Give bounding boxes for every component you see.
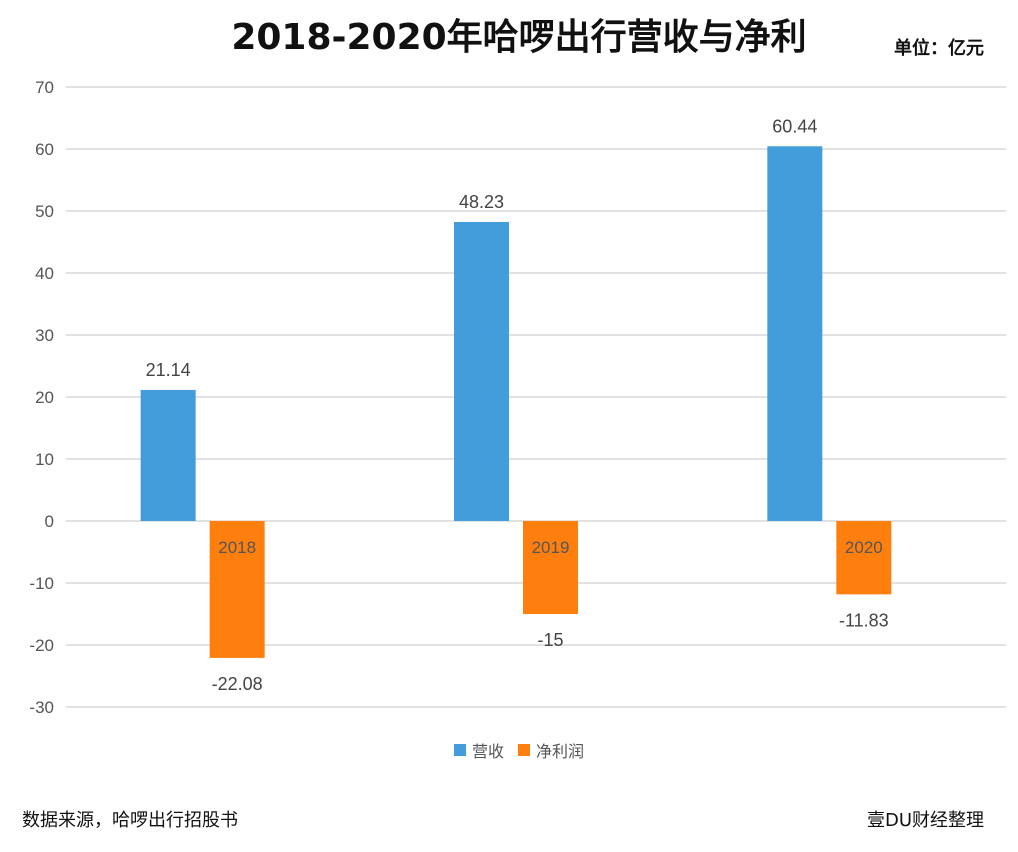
data-label: -15 (537, 630, 563, 650)
legend-label-revenue: 营收 (471, 742, 504, 761)
data-label: 48.23 (459, 192, 504, 212)
data-label: -22.08 (212, 674, 263, 694)
x-tick-label: 2020 (845, 538, 883, 557)
bar-net-profit-2019 (523, 521, 578, 614)
bar-net-profit-2020 (836, 521, 892, 595)
data-label: 21.14 (146, 360, 191, 380)
legend-label-net-profit: 净利润 (536, 742, 585, 761)
y-tick-label: 70 (35, 78, 54, 97)
y-tick-label: 0 (45, 512, 54, 531)
y-tick-label: 30 (35, 326, 54, 345)
legend-item-net-profit: 净利润 (518, 738, 584, 762)
y-tick-label: 40 (35, 264, 54, 283)
data-label: 60.44 (772, 116, 817, 136)
y-tick-label: -20 (29, 636, 54, 655)
legend-swatch-revenue (453, 744, 466, 756)
x-tick-label: 2019 (532, 538, 570, 557)
bar-net-profit-2018 (209, 521, 265, 658)
legend: 营收 净利润 (0, 738, 1018, 762)
chart-title: 2018-2020年哈啰出行营收与净利 (231, 17, 807, 58)
x-tick-label: 2018 (218, 538, 256, 557)
y-tick-label: 10 (35, 450, 54, 469)
credit-note: 壹DU财经整理 (866, 810, 984, 831)
data-label: -11.83 (839, 610, 889, 630)
y-tick-label: 50 (35, 202, 54, 221)
bar-revenue-2019 (454, 221, 509, 521)
y-tick-label: -10 (29, 574, 54, 593)
legend-item-revenue: 营收 (453, 738, 504, 762)
unit-label: 单位：亿元 (894, 38, 984, 59)
y-tick-label: -30 (29, 698, 54, 717)
data-source-note: 数据来源，哈啰出行招股书 (22, 810, 238, 831)
y-tick-label: 20 (35, 388, 54, 407)
legend-swatch-net-profit (518, 744, 530, 756)
y-tick-label: 60 (35, 140, 54, 159)
bar-revenue-2020 (767, 146, 823, 521)
bar-revenue-2018 (140, 389, 196, 521)
